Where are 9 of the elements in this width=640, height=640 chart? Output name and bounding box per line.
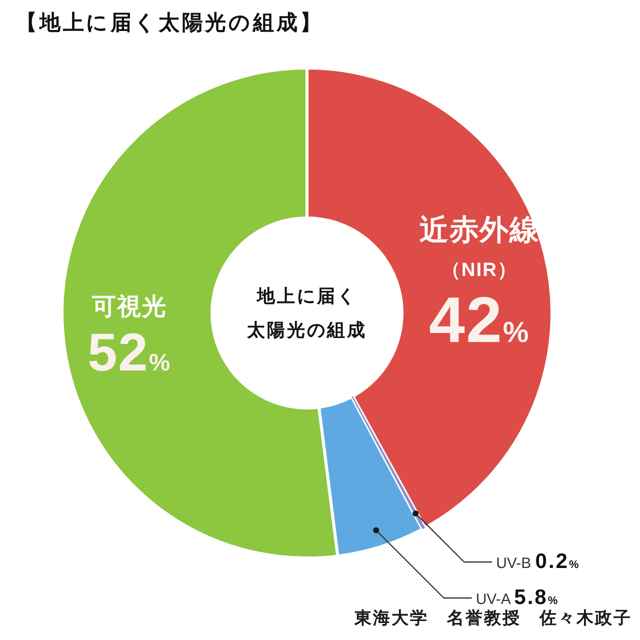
data-label: 5.8% [514, 586, 558, 609]
data-label: 0.2% [535, 550, 579, 573]
data-label: 42% [429, 284, 530, 356]
slice-label: UV-B [496, 555, 536, 572]
slice-label: UV-A [476, 591, 514, 608]
chart-title: 【地上に届く太陽光の組成】 [16, 12, 324, 34]
text: 東海大学 名誉教授 佐々木政子 [354, 608, 632, 628]
center-label: 地上に届く太陽光の組成 [247, 286, 367, 340]
data-label: 52% [88, 323, 172, 382]
